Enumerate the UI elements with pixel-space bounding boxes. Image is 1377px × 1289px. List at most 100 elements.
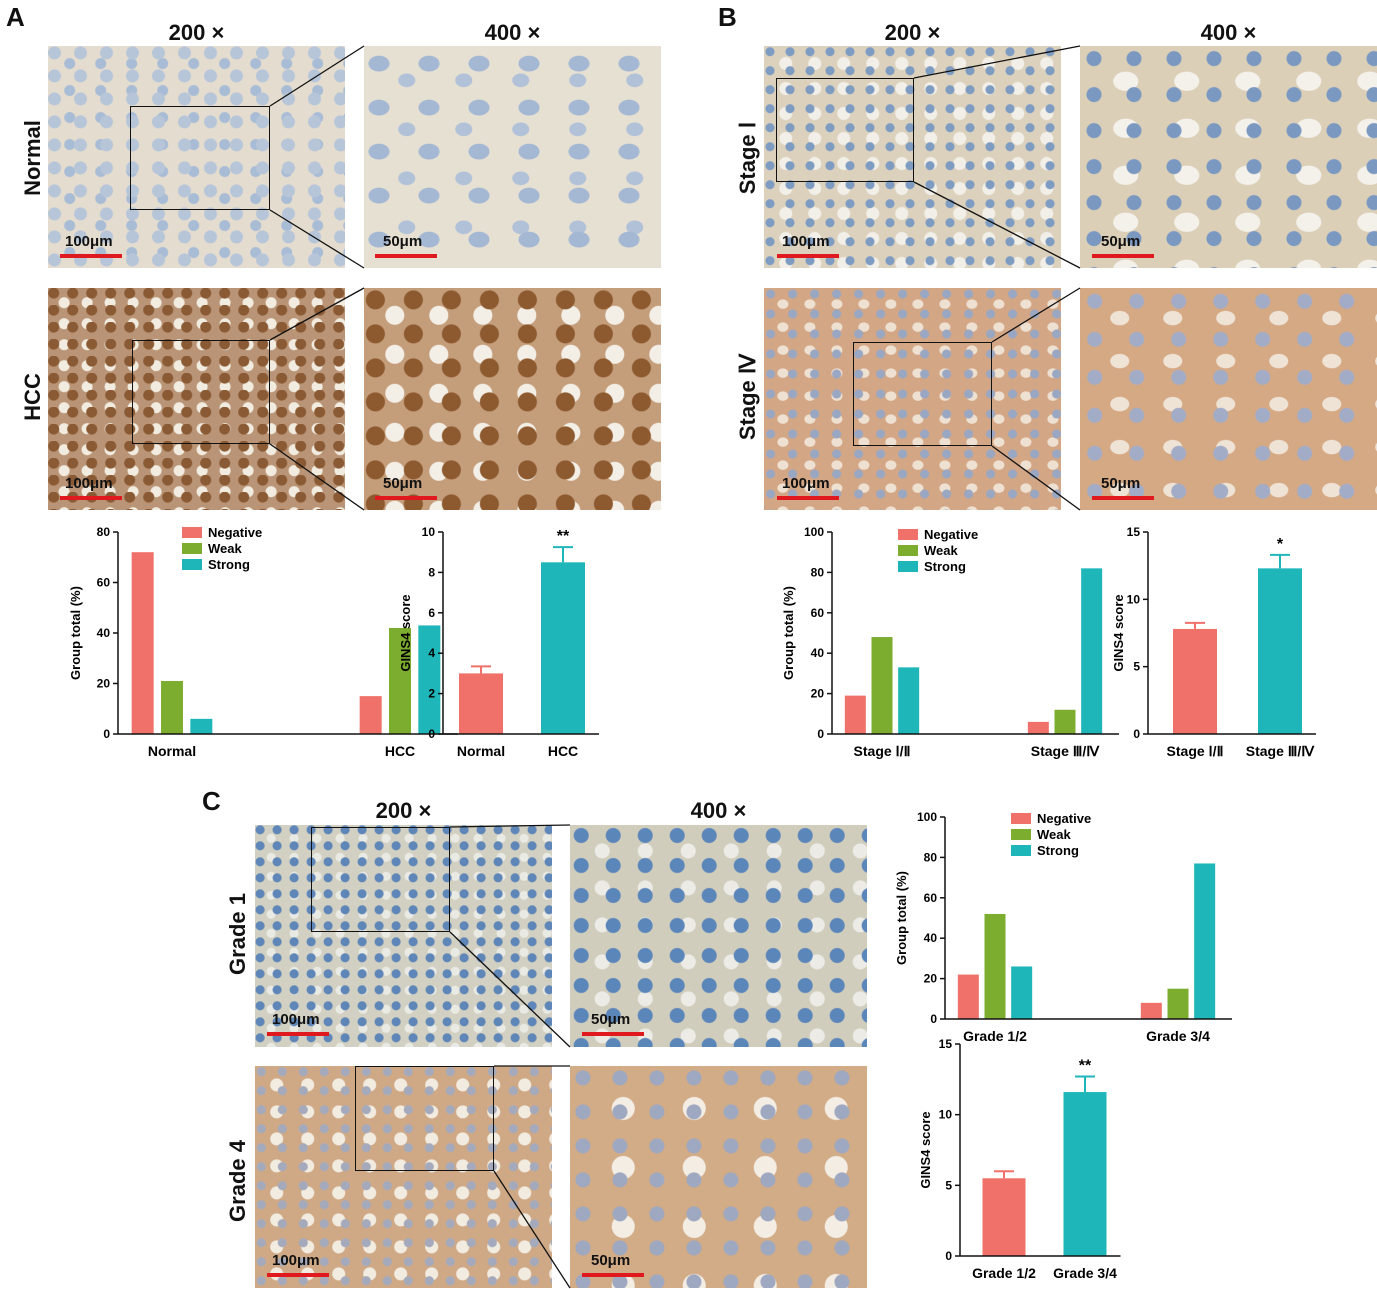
- significance-marker: *: [1277, 536, 1284, 553]
- y-tick-label: 10: [939, 1108, 953, 1122]
- legend-label: Negative: [208, 525, 262, 540]
- scale-bar: [375, 254, 437, 258]
- y-tick-label: 15: [1127, 525, 1141, 539]
- significance-marker: **: [557, 528, 570, 545]
- scale-bar-label: 100μm: [65, 233, 113, 250]
- legend-swatch: [1011, 813, 1031, 824]
- panel-b-mag-200: 200 ×: [884, 20, 941, 45]
- panel-a-mag-400: 400 ×: [484, 20, 541, 45]
- bar: [1063, 1092, 1107, 1256]
- y-tick-label: 40: [97, 626, 111, 640]
- micrograph-c-grade-1-400x: 50μm: [570, 825, 867, 1047]
- legend-swatch: [182, 527, 202, 538]
- x-tick-label: Normal: [148, 743, 196, 759]
- scale-bar: [60, 496, 122, 500]
- micrograph-c-grade-1-200x: 100μm: [255, 825, 552, 1047]
- legend-label: Weak: [208, 541, 242, 556]
- micrograph-b-stage-4-200x: 100μm: [764, 288, 1061, 510]
- y-tick-label: 0: [428, 727, 435, 741]
- bar-negative: [957, 974, 979, 1019]
- y-tick-label: 80: [97, 525, 111, 539]
- micrograph-b-stage-4-400x: 50μm: [1080, 288, 1377, 510]
- panel-b-mag-400: 400 ×: [1200, 20, 1257, 45]
- legend-label: Strong: [924, 559, 966, 574]
- scale-bar: [777, 496, 839, 500]
- legend-swatch: [182, 559, 202, 570]
- y-tick-label: 5: [1133, 660, 1140, 674]
- y-tick-label: 0: [1133, 727, 1140, 741]
- scale-bar: [1092, 496, 1154, 500]
- legend-label: Strong: [208, 557, 250, 572]
- legend-swatch: [1011, 845, 1031, 856]
- y-tick-label: 80: [811, 565, 825, 579]
- scale-bar-label: 50μm: [1101, 475, 1141, 492]
- y-tick-label: 40: [924, 931, 938, 945]
- y-axis-label: GINS4 score: [1111, 594, 1126, 671]
- y-tick-label: 0: [103, 727, 110, 741]
- x-tick-label: Grade 1/2: [972, 1265, 1036, 1281]
- x-tick-label: Stage Ⅰ/Ⅱ: [854, 743, 911, 759]
- bar: [982, 1178, 1026, 1256]
- y-tick-label: 8: [428, 565, 435, 579]
- scale-bar: [60, 254, 122, 258]
- scale-bar: [582, 1032, 644, 1036]
- scale-bar-label: 100μm: [782, 233, 830, 250]
- bar-strong: [418, 625, 441, 734]
- x-tick-label: Grade 3/4: [1146, 1028, 1210, 1044]
- y-axis-label: GINS4 score: [398, 594, 413, 671]
- scale-bar-label: 100μm: [782, 475, 830, 492]
- scale-bar: [375, 496, 437, 500]
- scale-bar: [582, 1273, 644, 1277]
- micrograph-a-normal-400x: 50μm: [364, 46, 661, 268]
- panel-letter-c: C: [202, 786, 221, 816]
- scale-bar-label: 100μm: [65, 475, 113, 492]
- y-tick-label: 15: [939, 1037, 953, 1051]
- legend-label: Weak: [1037, 827, 1071, 842]
- scale-bar: [267, 1032, 329, 1036]
- panel-c-mag-400: 400 ×: [690, 798, 747, 823]
- legend-label: Negative: [1037, 811, 1091, 826]
- legend-label: Negative: [924, 527, 978, 542]
- legend-swatch: [182, 543, 202, 554]
- y-tick-label: 4: [428, 646, 435, 660]
- scale-bar-label: 100μm: [272, 1252, 320, 1269]
- legend-label: Weak: [924, 543, 958, 558]
- y-tick-label: 2: [428, 687, 435, 701]
- micrograph-b-stage-1-200x: 100μm: [764, 46, 1061, 268]
- roi-box: [132, 340, 270, 444]
- legend-swatch: [898, 545, 918, 556]
- legend-swatch: [898, 529, 918, 540]
- x-tick-label: HCC: [548, 743, 578, 759]
- panel-c-mag-200: 200 ×: [375, 798, 432, 823]
- micrograph-a-hcc-400x: 50μm: [364, 288, 661, 510]
- x-tick-label: HCC: [385, 743, 415, 759]
- bar: [1173, 628, 1217, 734]
- roi-box: [355, 1066, 494, 1171]
- micrograph-a-normal-200x: 100μm: [48, 46, 345, 268]
- scale-bar-label: 50μm: [591, 1011, 631, 1028]
- x-tick-label: Stage Ⅲ/Ⅳ: [1246, 743, 1316, 759]
- roi-box: [311, 827, 450, 932]
- y-tick-label: 20: [97, 677, 111, 691]
- y-tick-label: 100: [917, 810, 937, 824]
- y-tick-label: 100: [804, 525, 824, 539]
- scale-bar-label: 100μm: [272, 1011, 320, 1028]
- y-tick-label: 5: [945, 1178, 952, 1192]
- scale-bar-label: 50μm: [1101, 233, 1141, 250]
- significance-marker: **: [1079, 1058, 1092, 1075]
- bar: [459, 673, 503, 734]
- scale-bar-label: 50μm: [591, 1252, 631, 1269]
- y-tick-label: 60: [811, 606, 825, 620]
- y-tick-label: 0: [817, 727, 824, 741]
- bar-weak: [1054, 709, 1076, 734]
- y-tick-label: 10: [422, 525, 436, 539]
- legend-label: Strong: [1037, 843, 1079, 858]
- micrograph-b-stage-1-400x: 50μm: [1080, 46, 1377, 268]
- bar-strong: [1194, 863, 1216, 1019]
- y-tick-label: 6: [428, 606, 435, 620]
- roi-box: [130, 106, 270, 210]
